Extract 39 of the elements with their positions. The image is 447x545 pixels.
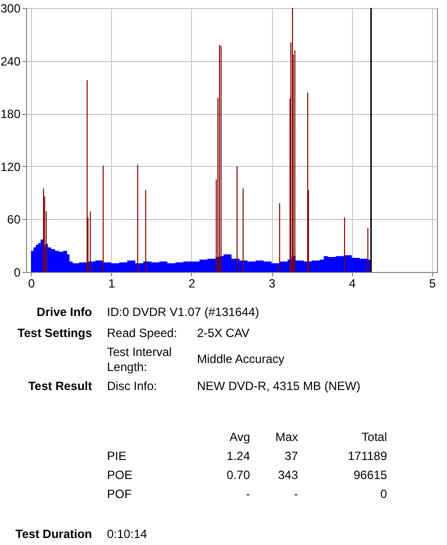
text: Max	[275, 430, 298, 445]
text: Read Speed:	[107, 326, 178, 341]
text: POE	[107, 468, 132, 483]
text: ID:0 DVDR V1.07 (#131644)	[107, 305, 260, 320]
text: 0.70	[226, 468, 250, 483]
text: -	[246, 487, 250, 502]
x-tick-label: 5	[429, 276, 436, 290]
text: 0	[380, 487, 387, 502]
text: Disc Info:	[107, 379, 158, 394]
text: 96615	[354, 468, 387, 483]
text: Middle Accuracy	[197, 352, 284, 367]
text: Drive Info	[36, 305, 92, 320]
text: Test Result	[28, 379, 92, 394]
y-tick-label: 60	[7, 212, 21, 227]
y-tick-label: 0	[14, 266, 21, 280]
text: 343	[278, 468, 298, 483]
text: Test Interval Length:	[107, 345, 173, 375]
y-tick-label: 300	[0, 2, 21, 16]
y-tick-label: 240	[0, 54, 21, 68]
text: Avg	[230, 430, 250, 445]
x-tick-label: 2	[188, 276, 196, 290]
text: Test Duration	[16, 527, 92, 542]
x-tick-label: 3	[268, 276, 276, 290]
text: PIE	[107, 449, 126, 464]
text: 1.24	[226, 449, 250, 464]
text: 37	[284, 449, 298, 464]
text: NEW DVD-R, 4315 MB (NEW)	[197, 379, 360, 394]
text: -	[294, 487, 298, 502]
text: 0:10:14	[107, 527, 148, 542]
y-tick-label: 120	[0, 160, 21, 174]
text: Total	[362, 430, 387, 445]
text: POF	[107, 487, 132, 502]
text: Test Settings	[18, 326, 92, 341]
y-tick-label: 180	[0, 107, 21, 122]
x-tick-label: 1	[108, 276, 116, 290]
text: 2-5X CAV	[197, 326, 250, 341]
text: 171189	[348, 449, 387, 464]
x-tick-label: 0	[28, 276, 36, 290]
x-tick-label: 4	[348, 276, 356, 290]
